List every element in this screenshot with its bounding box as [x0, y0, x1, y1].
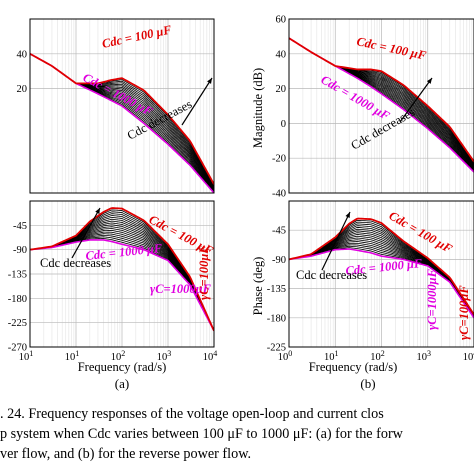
arrow-cdc-decreases-b-phase — [321, 211, 351, 271]
arrow-cdc-decreases-a-phase — [71, 207, 101, 259]
a-mag-frame — [29, 18, 215, 194]
y-tick-label: 60 — [276, 15, 287, 26]
series-line-cdc-1000 — [30, 239, 214, 332]
series-line-cdc-100 — [30, 207, 214, 332]
caption-line-3: ver flow, and (b) for the reverse power … — [0, 446, 251, 462]
b-mag-frame — [288, 18, 474, 194]
x-tick-label: 103 — [157, 349, 172, 363]
panel-a-label: (a) — [115, 376, 129, 391]
x-tick-label: 104 — [203, 349, 218, 363]
a-phase-frame — [29, 200, 215, 348]
b-mag-plot: 60 40 20 0 -20 -40 — [272, 15, 474, 200]
a-phase-curves — [30, 207, 214, 332]
y-tick-label: 40 — [17, 49, 28, 60]
panel-b-phase-ylabel: Phase (deg) — [251, 257, 265, 316]
panel-b-mag-ylabel: Magnitude (dB) — [251, 68, 265, 148]
x-tick-label: 101 — [65, 349, 80, 363]
y-tick-label: 40 — [276, 49, 287, 60]
panel-b-xlabel: Frequency (rad/s) — [309, 360, 398, 374]
x-tick-label: 103 — [417, 349, 432, 363]
annotation-gamma-a-1000: γC=1000μF — [150, 282, 212, 296]
arrow-cdc-decreases-b-mag — [399, 77, 433, 123]
panel-a-xlabel: Frequency (rad/s) — [78, 360, 167, 374]
x-tick-label: 101 — [324, 349, 339, 363]
y-tick-label: -40 — [272, 189, 286, 200]
arrow-cdc-decreases-a-mag-head — [207, 78, 212, 84]
x-tick-label: 102 — [111, 349, 126, 363]
y-tick-label: -180 — [8, 294, 27, 305]
y-tick-label: -270 — [8, 343, 27, 354]
x-tick-label: 104 — [463, 349, 474, 363]
panel-b-label: (b) — [360, 376, 375, 391]
annotation-cdc-100-b-mag: Cdc = 100 μF — [355, 34, 428, 63]
b-phase-grid — [289, 201, 474, 348]
y-tick-label: 0 — [281, 119, 286, 130]
y-tick-label: -90 — [272, 255, 286, 266]
y-tick-label: -20 — [272, 154, 286, 165]
x-tick-label: 101 — [19, 349, 34, 363]
y-tick-label: -180 — [267, 313, 286, 324]
y-tick-label: -225 — [8, 318, 27, 329]
annotation-gamma-a-100: γC=100μF — [197, 245, 211, 300]
annotation-cdc-decreases-b-phase: Cdc decreases — [296, 268, 367, 282]
arrow-cdc-decreases-b-phase-head — [345, 212, 350, 218]
arrow-cdc-decreases-b-mag-head — [426, 78, 432, 84]
y-tick-label: -135 — [8, 270, 27, 281]
x-tick-label: 102 — [370, 349, 385, 363]
y-tick-label: -90 — [13, 245, 27, 256]
caption-line-2: p system when Cdc varies between 100 μF … — [0, 426, 404, 442]
y-tick-label: 20 — [17, 84, 28, 95]
caption-line-1: . 24. Frequency responses of the voltage… — [0, 406, 384, 422]
b-mag-curves — [289, 37, 474, 173]
series-line-cdc-1000 — [289, 248, 474, 319]
x-tick-label: 100 — [278, 349, 293, 363]
arrow-cdc-decreases-a-phase-head — [95, 208, 100, 214]
annotation-gamma-b-100: γC=100μF — [457, 285, 471, 340]
b-phase-curves — [289, 217, 474, 319]
a-mag-plot: 40 20 — [17, 18, 215, 194]
series-line-cdc-100 — [289, 217, 474, 316]
b-mag-grid — [289, 18, 474, 194]
series-line-cdc-100 — [30, 53, 214, 185]
y-tick-label: -225 — [267, 343, 286, 354]
a-mag-curves — [30, 53, 214, 193]
arrow-cdc-decreases-a-mag — [181, 77, 213, 126]
y-tick-label: -135 — [267, 284, 286, 295]
y-tick-label: 20 — [276, 84, 287, 95]
series-line-cdc-100 — [289, 37, 474, 163]
b-phase-frame — [288, 200, 474, 348]
annotation-cdc-decreases-a-phase: Cdc decreases — [40, 256, 111, 270]
annotation-gamma-b-1000: γC=1000μF — [425, 268, 439, 330]
y-tick-label: -45 — [13, 221, 27, 232]
annotation-cdc-100-b-phase: Cdc = 100 μF — [387, 208, 456, 256]
y-tick-label: -45 — [272, 226, 286, 237]
